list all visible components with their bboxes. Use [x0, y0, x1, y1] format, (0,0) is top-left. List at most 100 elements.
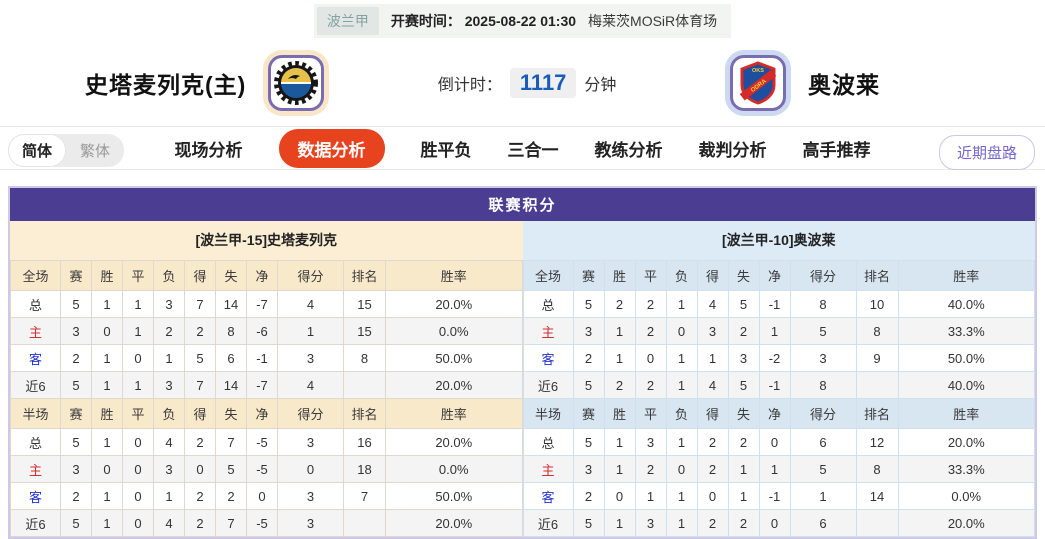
- tab-6[interactable]: 高手推荐: [802, 140, 871, 160]
- home-stats-table: 全场赛胜平负得失净得分 排名 胜率总 5 1 1 3 7 14 -7 4 15 20.0% 主 3 0 1 2 2 8…: [10, 260, 523, 537]
- lang-option-traditional[interactable]: 繁体: [80, 143, 111, 160]
- table-row: 近6 5 1 3 1 2 2 0 6 20.0%: [522, 509, 1035, 537]
- column-header: 排名: [855, 398, 899, 429]
- tab-0[interactable]: 现场分析: [174, 140, 243, 160]
- nav-tabs: 现场分析 数据分析 胜平负 三合一 教练分析 裁判分析 高手推荐: [174, 128, 871, 168]
- stat-cell: 15: [343, 317, 386, 345]
- row-label: 总: [522, 428, 574, 456]
- stat-cell: 5: [215, 455, 247, 483]
- column-header: 赛: [572, 260, 605, 291]
- stat-cell: 3: [277, 428, 344, 456]
- stat-cell: 5: [789, 317, 857, 345]
- stat-cell: 8: [789, 371, 857, 399]
- svg-text:OKS: OKS: [752, 68, 764, 74]
- stat-cell: 40.0%: [897, 290, 1035, 318]
- stat-cell: 8: [343, 344, 386, 372]
- row-label: 近6: [522, 509, 574, 537]
- row-label: 近6: [10, 509, 61, 537]
- stat-cell: 3: [277, 509, 344, 537]
- column-header: 胜率: [897, 398, 1035, 429]
- tab-1-active[interactable]: 数据分析: [278, 128, 385, 168]
- column-header-row: 全场赛胜平负得失净得分 排名 胜率: [10, 260, 523, 291]
- recent-trend-button[interactable]: 近期盘路: [938, 135, 1035, 170]
- table-row: 客 2 0 1 1 0 1 -1 1 14 0.0%: [522, 482, 1035, 510]
- stat-cell: 2: [696, 428, 729, 456]
- stat-cell: -5: [246, 428, 278, 456]
- stat-cell: 7: [184, 371, 216, 399]
- stat-cell: 0.0%: [385, 317, 523, 345]
- stat-cell: 3: [153, 371, 185, 399]
- stat-cell: 5: [184, 344, 216, 372]
- stat-cell: 2: [153, 317, 185, 345]
- column-header: 得: [696, 260, 729, 291]
- stat-cell: 0: [122, 455, 154, 483]
- stat-cell: 0: [277, 455, 344, 483]
- venue-name: 梅莱茨MOSiR体育场: [588, 13, 718, 29]
- stat-cell: 1: [603, 317, 636, 345]
- stat-cell: 2: [572, 482, 605, 510]
- stat-cell: 6: [215, 344, 247, 372]
- stat-cell: 1: [665, 344, 698, 372]
- stat-cell: 2: [696, 509, 729, 537]
- column-header: 得: [184, 260, 216, 291]
- stat-cell: 2: [634, 371, 667, 399]
- scope-header: 半场: [522, 398, 574, 429]
- stat-cell: 4: [153, 428, 185, 456]
- stat-cell: 0: [634, 344, 667, 372]
- column-header: 负: [665, 260, 698, 291]
- stat-cell: 0: [603, 482, 636, 510]
- tab-3[interactable]: 三合一: [507, 140, 559, 160]
- stat-cell: 1: [665, 428, 698, 456]
- stat-cell: 33.3%: [897, 455, 1035, 483]
- stat-cell: 3: [789, 344, 857, 372]
- column-header: 胜率: [385, 398, 523, 429]
- stat-cell: -1: [758, 371, 791, 399]
- tab-4[interactable]: 教练分析: [594, 140, 663, 160]
- column-header: 失: [727, 260, 760, 291]
- column-header: 胜率: [385, 260, 523, 291]
- stat-cell: 16: [343, 428, 386, 456]
- stat-cell: 0: [122, 509, 154, 537]
- column-header: 排名: [343, 260, 386, 291]
- stat-cell: 5: [789, 455, 857, 483]
- countdown-label: 倒计时：: [437, 77, 502, 94]
- stat-cell: 1: [665, 371, 698, 399]
- stat-cell: 8: [855, 317, 899, 345]
- away-stats-table: 全场赛胜平负得失净得分 排名 胜率总 5 2 2 1 4 5 -1 8 10 40.0% 主 3 1 2 0 3 2 1…: [522, 260, 1036, 537]
- table-row: 总 5 1 0 4 2 7 -5 3 16 20.0%: [10, 428, 523, 456]
- column-header: 得分: [277, 398, 344, 429]
- stat-cell: 0.0%: [897, 482, 1035, 510]
- stat-cell: 1: [758, 317, 791, 345]
- row-label: 客: [10, 482, 61, 510]
- tab-5[interactable]: 裁判分析: [698, 140, 767, 160]
- stat-cell: 5: [60, 509, 92, 537]
- row-label: 近6: [10, 371, 61, 399]
- stat-cell: 3: [696, 317, 729, 345]
- column-header: 得: [696, 398, 729, 429]
- lang-option-simplified[interactable]: 简体: [8, 134, 67, 167]
- stat-cell: 50.0%: [897, 344, 1035, 372]
- scope-header: 全场: [10, 260, 61, 291]
- stat-cell: 1: [758, 455, 791, 483]
- stat-cell: 5: [572, 371, 605, 399]
- nav-bar: 简体 繁体 现场分析 数据分析 胜平负 三合一 教练分析 裁判分析 高手推荐 近期盘路: [0, 126, 1045, 170]
- stat-cell: [855, 509, 899, 537]
- stat-cell: 20.0%: [385, 371, 523, 399]
- tab-2[interactable]: 胜平负: [420, 140, 472, 160]
- stat-cell: 3: [153, 290, 185, 318]
- stat-cell: 1: [91, 290, 123, 318]
- stat-cell: 3: [572, 317, 605, 345]
- row-label: 总: [10, 290, 61, 318]
- stat-cell: 4: [696, 290, 729, 318]
- column-header: 得: [184, 398, 216, 429]
- column-header: 失: [215, 398, 247, 429]
- column-header: 排名: [343, 398, 386, 429]
- stat-cell: 5: [60, 428, 92, 456]
- stat-cell: 0: [91, 317, 123, 345]
- stat-cell: 5: [572, 428, 605, 456]
- stat-cell: 33.3%: [897, 317, 1035, 345]
- league-table-body: [波兰甲-15]史塔麦列克 全场赛胜平负得失净得分 排名 胜率总 5 1 1 3 7 14 -7 4 1…: [10, 221, 1035, 537]
- stat-cell: 5: [60, 371, 92, 399]
- table-row: 客 2 1 0 1 1 3 -2 3 9 50.0%: [522, 344, 1035, 372]
- match-header: 史塔麦列克(主) 倒计时： 1117 分钟 ODRA OKS: [0, 42, 1045, 124]
